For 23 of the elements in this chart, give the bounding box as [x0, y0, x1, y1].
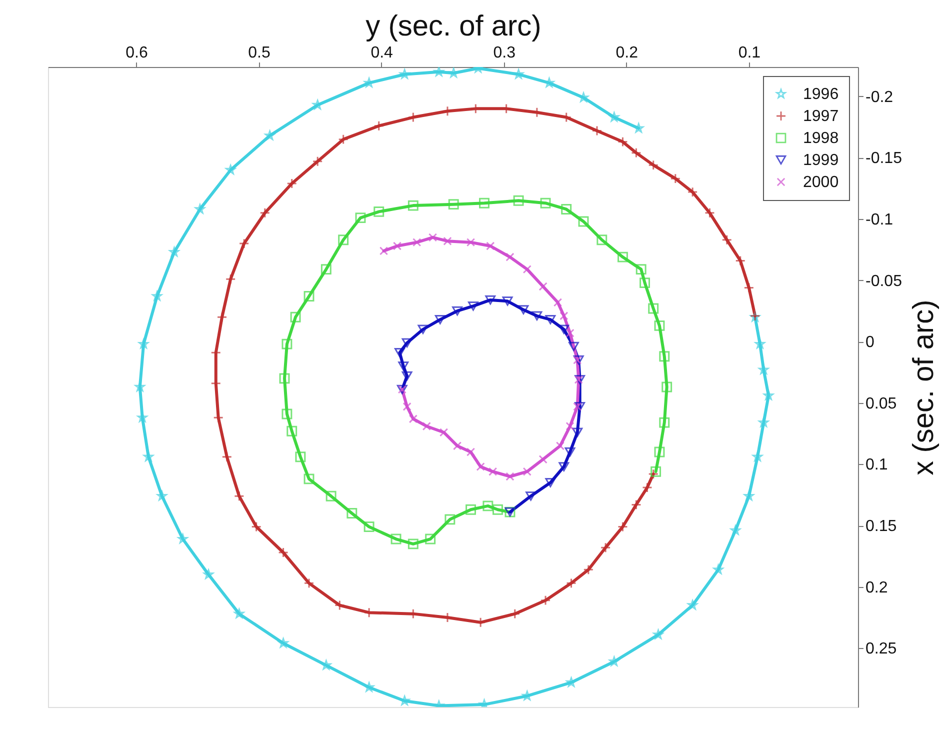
- legend-label: 1999: [803, 152, 839, 169]
- x-tick-label: 0.1: [738, 44, 761, 62]
- y-tick-label: -0.15: [866, 150, 902, 168]
- y-tick-label: -0.1: [866, 212, 894, 229]
- legend-label: 1998: [803, 130, 839, 147]
- y-axis-title: x (sec. of arc): [908, 300, 940, 476]
- x-tick-label: 0.2: [616, 44, 638, 62]
- y-tick-label: -0.2: [866, 88, 894, 106]
- y-tick-label: 0.25: [866, 640, 897, 658]
- y-tick-label: 0.15: [866, 518, 897, 536]
- y-tick-label: 0.1: [866, 456, 888, 474]
- x-tick-label: 0.6: [126, 44, 148, 62]
- legend-label: 1997: [803, 108, 839, 125]
- x-axis-title: y (sec. of arc): [366, 10, 542, 42]
- x-tick-label: 0.4: [370, 44, 394, 62]
- y-tick-label: 0.05: [866, 395, 897, 412]
- x-tick-label: 0.3: [493, 44, 516, 62]
- x-tick-label: 0.5: [248, 44, 270, 62]
- legend-label: 2000: [803, 174, 839, 191]
- y-tick-label: -0.05: [866, 272, 902, 290]
- y-tick-label: 0.2: [866, 579, 888, 596]
- legend-label: 1996: [803, 86, 839, 103]
- y-tick-label: 0: [866, 334, 874, 352]
